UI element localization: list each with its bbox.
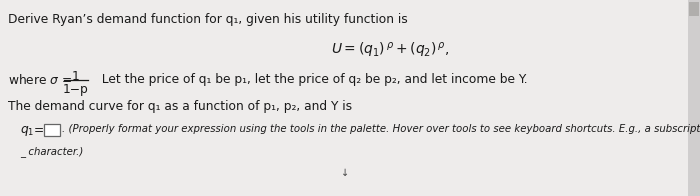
Text: . (Properly format your expression using the tools in the palette. Hover over to: . (Properly format your expression using… — [62, 124, 700, 134]
Bar — [44, 124, 60, 136]
Bar — [689, 2, 699, 16]
Text: 1: 1 — [72, 70, 80, 83]
Text: Let the price of q₁ be p₁, let the price of q₂ be p₂, and let income be Y.: Let the price of q₁ be p₁, let the price… — [94, 73, 528, 86]
Text: $q_1$: $q_1$ — [20, 124, 34, 138]
Text: ↓: ↓ — [341, 168, 349, 178]
Text: =: = — [34, 124, 44, 137]
Text: where $\sigma$ =: where $\sigma$ = — [8, 73, 72, 87]
Text: The demand curve for q₁ as a function of p₁, p₂, and Y is: The demand curve for q₁ as a function of… — [8, 100, 352, 113]
Text: Derive Ryan’s demand function for q₁, given his utility function is: Derive Ryan’s demand function for q₁, gi… — [8, 13, 407, 26]
Text: _ character.): _ character.) — [20, 146, 83, 157]
Bar — [688, 0, 700, 196]
Text: 1−p: 1−p — [63, 83, 89, 96]
Text: $U = (q_1)^{\,\rho} + (q_2)^{\,\rho},$: $U = (q_1)^{\,\rho} + (q_2)^{\,\rho},$ — [331, 41, 449, 60]
